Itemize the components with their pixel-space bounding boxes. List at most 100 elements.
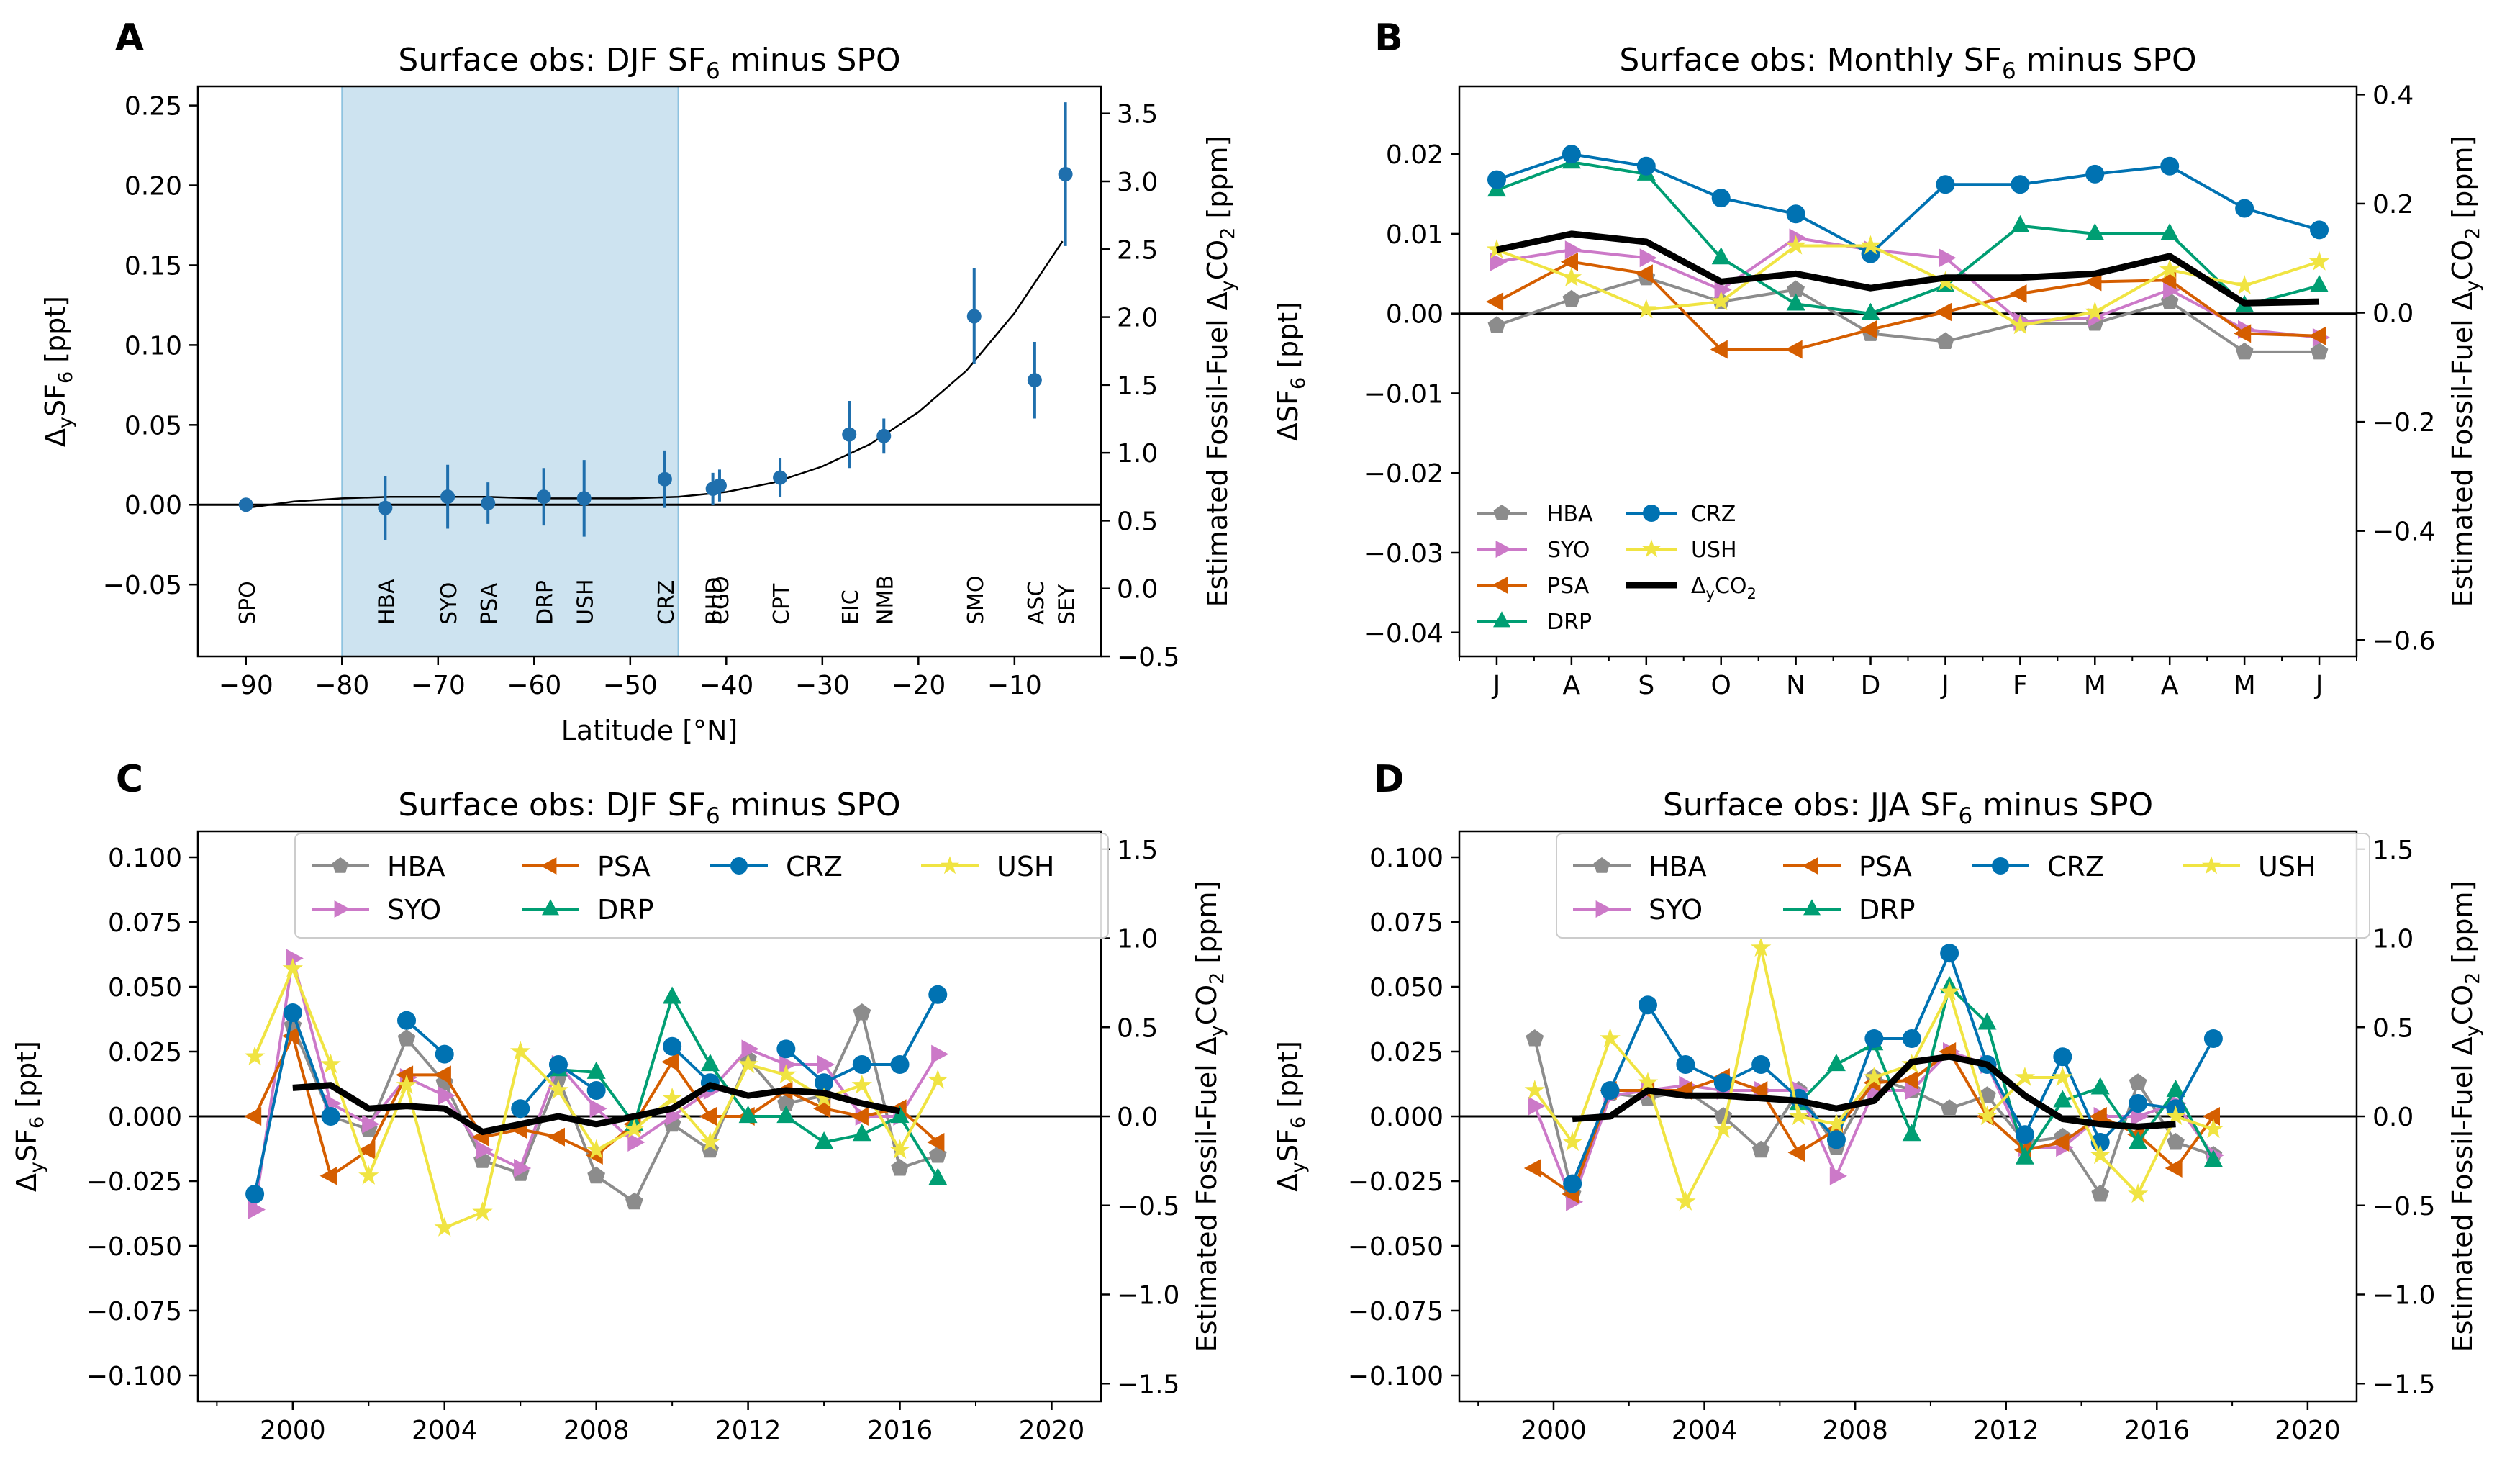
data-point bbox=[476, 1140, 494, 1160]
text-part: SF bbox=[40, 384, 71, 417]
text-part: Δ bbox=[40, 428, 71, 447]
data-point bbox=[1936, 175, 1955, 194]
text-part: 6 bbox=[26, 1116, 48, 1129]
y2-axis-label: Estimated Fossil-Fuel ΔyCO2 [ppm] bbox=[2447, 136, 2484, 607]
y2-tick-label: −0.5 bbox=[1117, 1192, 1179, 1221]
text-part: y bbox=[1706, 585, 1715, 602]
y-tick-label: 0.075 bbox=[108, 908, 182, 938]
data-point bbox=[1936, 332, 1954, 349]
data-point bbox=[2085, 164, 2105, 184]
legend-entry-hba bbox=[1573, 857, 1631, 873]
data-point bbox=[2053, 1047, 2072, 1067]
legend-box bbox=[1556, 833, 2370, 939]
data-point bbox=[1486, 292, 1504, 312]
station-label: CGO bbox=[709, 576, 734, 625]
text-part: [ppt] bbox=[1272, 1041, 1304, 1116]
x-tick-label: 2012 bbox=[1973, 1416, 2039, 1445]
text-part: [ppm] bbox=[1191, 881, 1223, 972]
station-label: SPO bbox=[235, 581, 260, 625]
data-point bbox=[2165, 1159, 2183, 1178]
data-point bbox=[1940, 944, 1959, 963]
text-part: CO bbox=[2447, 985, 2478, 1025]
data-point bbox=[2310, 220, 2329, 240]
y-axis-label: ΔySF6 [ppt] bbox=[1272, 1041, 1310, 1192]
legend-marker bbox=[1643, 505, 1660, 522]
data-point bbox=[2084, 272, 2102, 292]
series-crz bbox=[1487, 145, 2329, 263]
y-tick-label: 0.075 bbox=[1369, 908, 1443, 938]
data-point bbox=[397, 1029, 416, 1047]
y2-tick-label: −0.4 bbox=[2372, 518, 2435, 547]
text-part: y bbox=[1206, 1025, 1228, 1036]
legend-marker bbox=[1992, 857, 2009, 875]
text-part: y bbox=[1287, 1162, 1310, 1173]
y-tick-label: −0.100 bbox=[86, 1362, 182, 1391]
panel-letter: A bbox=[115, 17, 144, 60]
data-point bbox=[586, 1081, 606, 1100]
data-point-spo bbox=[238, 497, 253, 512]
data-point bbox=[927, 1133, 945, 1152]
text-part: SF bbox=[1272, 1129, 1304, 1162]
x-tick-label: −90 bbox=[219, 671, 273, 700]
text-part: Estimated Fossil-Fuel Δ bbox=[1202, 292, 1233, 607]
y-tick-label: 0.00 bbox=[1386, 300, 1443, 330]
series-line bbox=[1496, 161, 2320, 315]
y-tick-label: 0.20 bbox=[124, 172, 182, 202]
data-point bbox=[1636, 156, 1656, 176]
data-point-cpt bbox=[773, 470, 788, 485]
y2-tick-label: 0.5 bbox=[1117, 1013, 1158, 1043]
data-point bbox=[889, 1139, 910, 1159]
data-point bbox=[852, 1055, 871, 1074]
chart-title: Surface obs: DJF SF6 minus SPO bbox=[398, 787, 900, 829]
legend-entry-crz bbox=[1626, 505, 1677, 522]
text-part: Surface obs: JJA SF bbox=[1663, 787, 1959, 823]
data-point bbox=[1861, 302, 1880, 320]
data-point bbox=[661, 1087, 683, 1107]
data-point bbox=[396, 1074, 417, 1094]
y-axis-label: ΔySF6 [ppt] bbox=[40, 296, 77, 447]
legend-marker bbox=[1495, 541, 1512, 558]
legend-label: CRZ bbox=[2047, 851, 2104, 882]
series-line bbox=[1496, 236, 2320, 339]
x-tick-label: A bbox=[1563, 671, 1581, 700]
data-point bbox=[928, 1167, 948, 1185]
series-line bbox=[1496, 276, 2319, 353]
text-part: 6 bbox=[2002, 58, 2016, 84]
data-point bbox=[1785, 235, 1806, 255]
y2-tick-label: 0.0 bbox=[1117, 575, 1158, 605]
data-point bbox=[281, 1026, 299, 1046]
legend-label: ΔyCO2 bbox=[1691, 574, 1757, 602]
x-tick-label: −80 bbox=[314, 671, 369, 700]
station-label: HBA bbox=[374, 579, 399, 625]
y2-tick-label: 0.2 bbox=[2372, 190, 2414, 220]
data-point bbox=[286, 949, 304, 968]
y2-tick-label: −1.0 bbox=[2372, 1281, 2435, 1311]
y2-tick-label: −1.5 bbox=[2372, 1370, 2435, 1399]
x-tick-label: 2004 bbox=[1672, 1416, 1738, 1445]
co2-line bbox=[292, 1082, 901, 1136]
text-part: [ppm] bbox=[1202, 136, 1233, 227]
legend-label: DRP bbox=[597, 894, 654, 926]
data-point bbox=[741, 1039, 759, 1059]
y-tick-label: 0.05 bbox=[124, 411, 182, 440]
y2-tick-label: 0.4 bbox=[2372, 81, 2414, 110]
y2-tick-label: 2.5 bbox=[1117, 235, 1158, 265]
data-point bbox=[320, 1054, 341, 1074]
x-tick-label: S bbox=[1638, 671, 1654, 700]
data-point bbox=[2010, 315, 2031, 335]
station-label: CPT bbox=[769, 583, 794, 625]
series-psa bbox=[1486, 252, 2326, 359]
data-point bbox=[776, 1039, 796, 1059]
text-part: 2 bbox=[2462, 227, 2484, 240]
y2-axis-label: Estimated Fossil-Fuel ΔyCO2 [ppm] bbox=[2447, 881, 2484, 1352]
panel-letter: B bbox=[1374, 17, 1403, 60]
data-point bbox=[1785, 340, 1803, 359]
data-point bbox=[321, 1107, 340, 1126]
y-tick-label: −0.01 bbox=[1364, 379, 1443, 409]
station-label: SEY bbox=[1055, 584, 1080, 625]
co2-line bbox=[1572, 1053, 2176, 1130]
text-part: [ppt] bbox=[11, 1041, 42, 1116]
